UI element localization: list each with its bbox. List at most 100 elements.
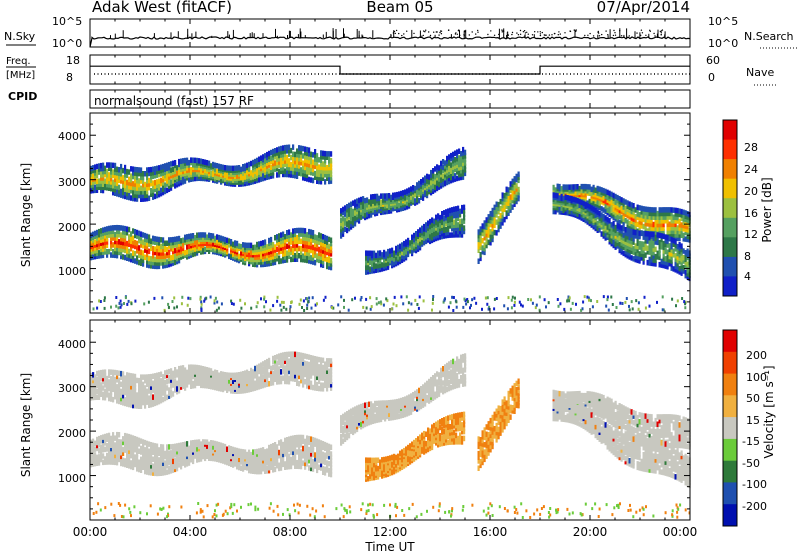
nsearch-label: N.Search [744,30,794,43]
xtick-0400: 04:00 [173,525,208,539]
power-ytick-1000: 1000 [58,265,86,278]
nave-label: Nave [746,66,774,79]
nsearch-point [539,33,542,35]
nsearch-point [526,31,528,33]
freq-trace [90,65,690,75]
power-colorbar-segment [723,198,737,219]
nsearch-point [475,33,477,35]
nsearch-point [619,30,621,32]
nsearch-point [614,34,617,36]
nsearch-point [429,34,432,37]
power-colorbar-segment [723,217,737,238]
nsearch-point [519,29,522,32]
velocity-cbar-tick-200: 200 [746,349,767,362]
velocity-colorbar-segment [723,395,737,418]
nsearch-point [534,31,536,33]
xtick-2400: 00:00 [663,525,698,539]
nsearch-point [440,33,443,35]
velocity-cbar-tick-15: 15 [746,414,760,427]
freq-label: Freq. [6,56,31,67]
nsky-tick-high: 10^5 [52,15,82,28]
nsearch-point [403,33,405,35]
nsearch-point [607,34,609,36]
power-ytick-4000: 4000 [58,130,86,143]
nsearch-point [447,29,450,31]
velocity-colorbar-segment [723,438,737,462]
nsearch-point [575,29,577,31]
power-cbar-label: Power [dB] [760,177,774,242]
power-cbar-tick-28: 28 [744,141,758,154]
nsearch-point [438,34,440,36]
nsearch-point [394,32,396,35]
velocity-colorbar-segment [723,417,737,440]
nsearch-point [511,31,514,34]
nsearch-point [649,29,651,31]
velocity-colorbar-segment [723,460,737,483]
velocity-colorbar-frame [722,329,738,527]
nsearch-point [587,34,589,36]
nsearch-point [390,35,392,37]
power-cbar-tick-4: 4 [744,270,751,283]
nsearch-point [501,31,503,33]
power-colorbar-segment [723,139,737,160]
nsearch-point [463,33,465,36]
power-colorbar-segment [723,159,737,180]
nsearch-point [597,32,600,34]
nsearch-point [541,31,543,34]
nsearch-point [654,35,656,37]
nsearch-point [458,29,460,31]
velocity-heatmap [90,351,691,519]
nsearch-point [640,34,642,36]
nsearch-point [592,35,595,37]
velocity-cbar-tick-m50: -50 [742,457,760,470]
velocity-ytick-1000: 1000 [58,472,86,485]
nsearch-point [459,34,461,36]
xlabel-time-ut: Time UT [364,540,415,554]
nsearch-point [395,29,398,32]
nsearch-point [464,30,466,32]
nsearch-point [557,34,559,36]
date-title: 07/Apr/2014 [597,0,690,16]
nsearch-point [659,30,662,33]
nsearch-point [636,32,638,34]
nsearch-point [641,32,644,34]
nsearch-point [517,34,520,36]
velocity-cbar-tick-m15: -15 [742,435,760,448]
xtick-0000: 00:00 [73,525,108,539]
nsearch-point [551,34,553,36]
nsearch-point [605,30,607,32]
nsearch-point [516,32,518,34]
velocity-colorbar-segment [723,373,737,396]
nsearch-point [524,32,527,34]
nsearch-point [573,29,575,31]
nsearch-point [413,32,415,35]
nsearch-point [392,32,395,34]
power-colorbar-segment [723,276,737,297]
nsearch-point [463,35,465,37]
nsearch-point [539,31,541,33]
nsearch-point [527,33,529,35]
nsearch-point [601,33,603,36]
velocity-colorbar-segment [723,351,737,375]
nsearch-point [598,35,601,37]
station-title: Adak West (fitACF) [92,0,232,16]
xtick-0800: 08:00 [273,525,308,539]
power-colorbar-segment [723,120,737,141]
power-colorbar-segment [723,178,737,199]
nsearch-point [584,34,586,37]
velocity-ylabel: Slant Range [km] [19,373,33,477]
nsearch-tick-high: 10^5 [708,15,738,28]
power-ylabel: Slant Range [km] [19,163,33,267]
nave-tick-high: 60 [706,54,720,67]
nsearch-point [620,35,623,37]
nsearch-point [612,34,615,37]
freq-tick-low: 8 [66,71,73,84]
power-cbar-tick-8: 8 [744,250,751,263]
velocity-cbar-tick-50: 50 [746,392,760,405]
nsearch-point [614,32,616,34]
power-cbar-tick-24: 24 [744,163,758,176]
cpid-label: CPID [8,90,37,103]
nave-tick-low: 0 [708,71,715,84]
xtick-1200: 12:00 [373,525,408,539]
